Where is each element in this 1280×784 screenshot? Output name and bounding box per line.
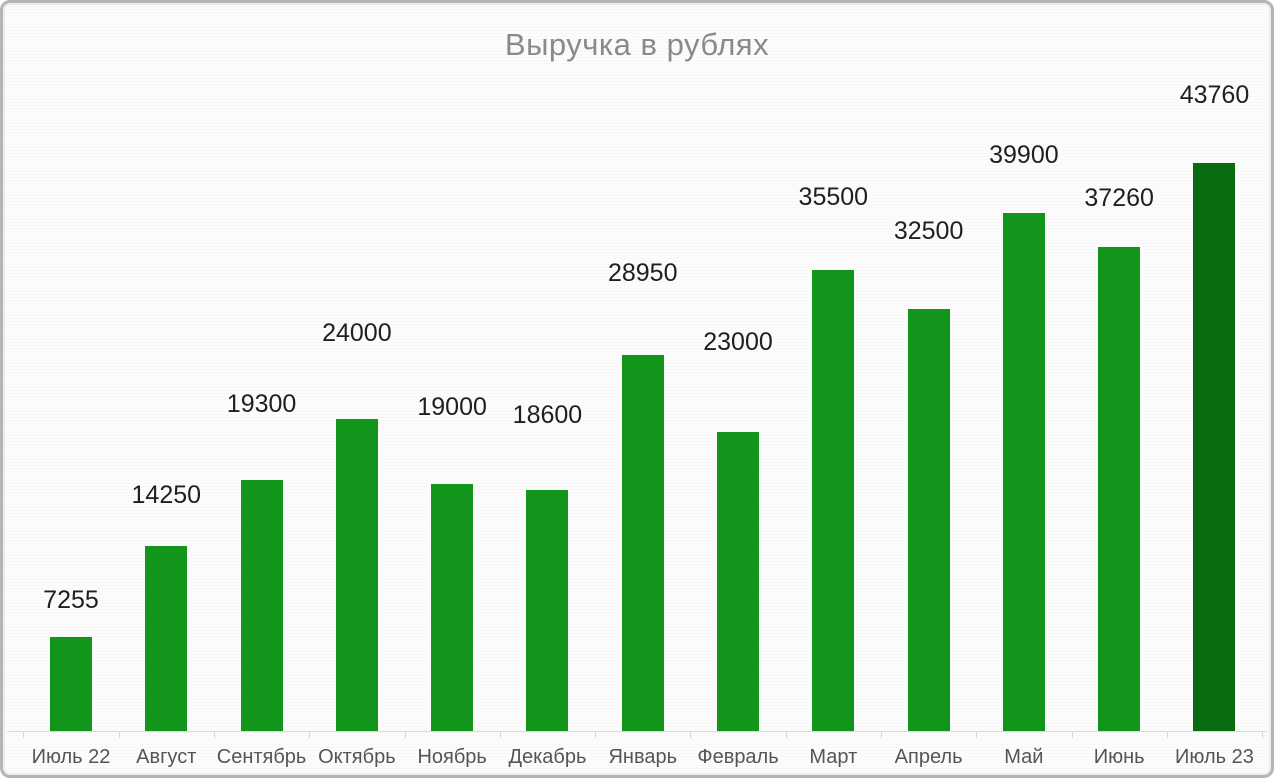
bar-value-label: 35500: [798, 183, 869, 211]
x-axis-tick: [595, 732, 597, 738]
x-axis-tick: [785, 732, 787, 738]
chart-title: Выручка в рублях: [504, 27, 770, 62]
bar-value-label: 19300: [226, 390, 297, 418]
x-axis-line: [7, 731, 1267, 732]
x-axis-tick: [976, 732, 978, 738]
bar-4: [335, 419, 378, 731]
x-axis-tick: [118, 732, 120, 738]
bar-2: [145, 546, 188, 731]
x-axis-label: Декабрь: [508, 746, 587, 768]
x-axis-tick: [499, 732, 501, 738]
bar-value-label: 39900: [989, 141, 1059, 169]
bar-9: [812, 270, 855, 731]
bar-12: [1098, 247, 1141, 731]
x-axis-label: Ноябрь: [417, 746, 487, 768]
bar-value-label: 7255: [43, 586, 99, 614]
x-axis-label: Май: [1004, 746, 1044, 768]
x-axis-label: Январь: [608, 746, 678, 768]
bar-10: [907, 309, 950, 731]
x-axis-tick: [404, 732, 406, 738]
x-axis-tick: [309, 732, 311, 738]
bar-value-label: 43760: [1179, 81, 1250, 109]
bar-value-label: 24000: [322, 319, 392, 347]
bar-6: [526, 490, 569, 731]
bar-7: [621, 355, 664, 731]
x-axis-tick: [1071, 732, 1073, 738]
bar-value-label: 23000: [703, 328, 773, 356]
bar-5: [431, 484, 474, 731]
bar-13: [1193, 163, 1236, 731]
x-axis-label: Сентябрь: [216, 746, 307, 768]
x-axis-label: Октябрь: [318, 746, 396, 768]
x-axis-label: Июль 22: [31, 746, 111, 768]
x-axis-tick: [23, 732, 25, 738]
bar-value-label: 18600: [512, 401, 583, 429]
bar-value-label: 28950: [607, 259, 678, 287]
bar-value-label: 37260: [1084, 184, 1154, 212]
x-axis-tick: [1262, 732, 1264, 738]
x-axis-label: Март: [809, 746, 858, 768]
plot-area: 7255 Июль 22 14250 Август 19300 Сентябрь 24000…: [3, 3, 1271, 775]
bar-8: [717, 432, 760, 731]
x-axis-label: Июль 23: [1175, 746, 1254, 768]
x-axis-label: Апрель: [894, 746, 963, 768]
x-axis-tick: [880, 732, 882, 738]
bar-1: [49, 637, 92, 731]
bar-value-label: 32500: [893, 217, 964, 245]
x-axis-label: Февраль: [697, 746, 779, 768]
x-axis-tick: [213, 732, 215, 738]
bar-value-label: 14250: [131, 481, 202, 509]
x-axis-tick: [690, 732, 692, 738]
x-axis-tick: [1166, 732, 1168, 738]
x-axis-label: Июнь: [1093, 746, 1145, 768]
bar-value-label: 19000: [417, 393, 487, 421]
x-axis-label: Август: [136, 746, 197, 768]
bar-11: [1002, 213, 1045, 731]
bar-3: [240, 480, 283, 731]
